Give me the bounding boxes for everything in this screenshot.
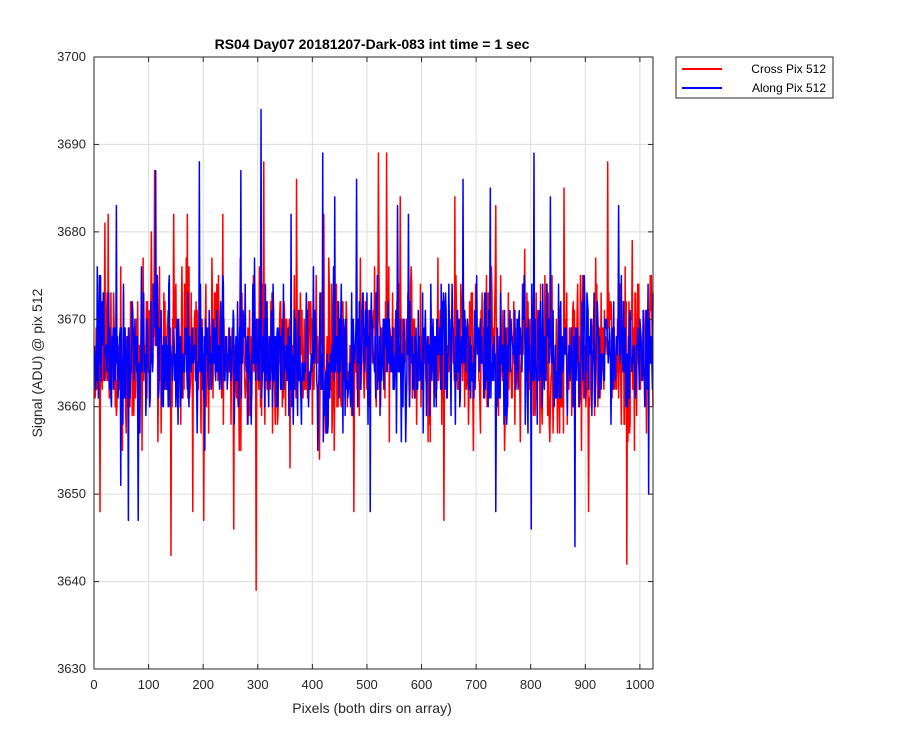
y-tick-label: 3640 — [57, 574, 86, 589]
legend-box — [675, 56, 834, 99]
x-tick-label: 700 — [465, 677, 487, 692]
x-tick-label: 400 — [302, 677, 324, 692]
y-tick-label: 3660 — [57, 399, 86, 414]
x-tick-label: 500 — [356, 677, 378, 692]
x-tick-label: 200 — [192, 677, 214, 692]
series-line-1 — [93, 108, 654, 548]
x-tick-label: 1000 — [625, 677, 654, 692]
y-tick-label: 3670 — [57, 311, 86, 326]
ticks — [93, 56, 653, 670]
legend: Cross Pix 512 Along Pix 512 — [675, 56, 834, 99]
y-tick-label: 3690 — [57, 136, 86, 151]
legend-label-cross: Cross Pix 512 — [751, 62, 826, 76]
x-tick-label: 100 — [138, 677, 160, 692]
y-tick-label: 3700 — [57, 49, 86, 64]
y-tick-label: 3680 — [57, 224, 86, 239]
x-tick-label: 800 — [520, 677, 542, 692]
x-axis-label: Pixels (both dirs on array) — [292, 700, 452, 716]
x-tick-label: 0 — [90, 677, 97, 692]
chart-title: RS04 Day07 20181207-Dark-083 int time = … — [215, 36, 530, 52]
y-tick-label: 3630 — [57, 661, 86, 676]
legend-label-along: Along Pix 512 — [752, 81, 826, 95]
x-tick-label: 600 — [411, 677, 433, 692]
x-tick-label: 300 — [247, 677, 269, 692]
series-layer — [93, 108, 654, 592]
y-tick-label: 3650 — [57, 486, 86, 501]
x-tick-label: 900 — [574, 677, 596, 692]
tick-labels: 0 100 200 300 400 500 600 700 800 900 1000 3630 3640… — [57, 49, 654, 692]
y-axis-label: Signal (ADU) @ pix 512 — [29, 288, 45, 437]
plot-frame — [93, 56, 654, 670]
